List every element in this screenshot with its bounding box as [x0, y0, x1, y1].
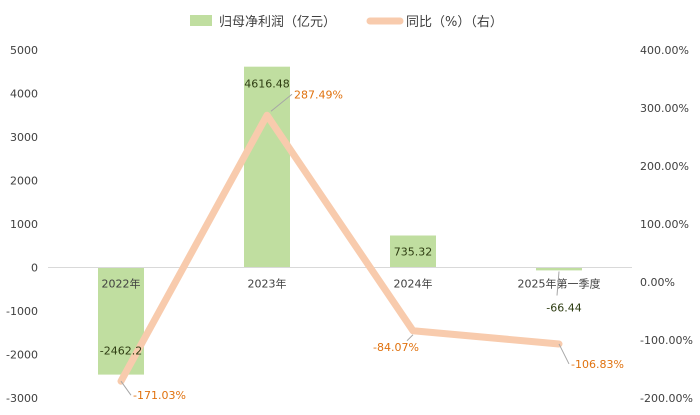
- category-label: 2025年第一季度: [518, 277, 601, 291]
- right-tick-label: 200.00%: [640, 160, 689, 173]
- left-axis: -3000 -2000 -1000 0 1000 2000 3000 4000 5000: [6, 44, 38, 405]
- line-leader-line: [406, 334, 414, 342]
- left-tick-label: -1000: [6, 305, 38, 318]
- bar-leader-line: [556, 271, 560, 296]
- category-label: 2023年: [248, 277, 287, 291]
- bar-series: [98, 66, 582, 375]
- line-data-label: -84.07%: [373, 341, 419, 354]
- left-tick-label: 5000: [10, 44, 38, 57]
- bar-data-label: -2462.2: [100, 345, 142, 358]
- left-tick-label: -3000: [6, 392, 38, 405]
- bar-data-labels: -2462.2 4616.48 735.32 -66.44: [100, 78, 582, 358]
- line-leader-line: [558, 343, 570, 365]
- line-leader-line: [120, 380, 132, 396]
- right-tick-label: 0.00%: [640, 276, 675, 289]
- right-tick-label: 300.00%: [640, 102, 689, 115]
- category-labels: 2022年 2023年 2024年 2025年第一季度: [102, 277, 601, 291]
- bar: [244, 66, 290, 268]
- left-tick-label: 2000: [10, 175, 38, 188]
- left-tick-label: 0: [31, 262, 38, 275]
- right-tick-label: -200.00%: [640, 392, 693, 405]
- bar: [390, 235, 436, 268]
- right-tick-label: 400.00%: [640, 44, 689, 57]
- series-line: [117, 111, 563, 385]
- legend-swatch-bar: [190, 15, 212, 26]
- legend: 归母净利润（亿元） 同比（%）（右）: [190, 15, 503, 30]
- left-tick-label: -2000: [6, 349, 38, 362]
- right-axis: -200.00% -100.00% 0.00% 100.00% 200.00% 300.0…: [640, 44, 693, 405]
- bar-data-label: -66.44: [546, 302, 581, 315]
- bar-data-label: 4616.48: [244, 78, 290, 91]
- bar-data-label: 735.32: [394, 246, 433, 259]
- line-data-label: -171.03%: [133, 389, 186, 402]
- legend-label-bar: 归母净利润（亿元）: [219, 15, 336, 30]
- line-data-label: 287.49%: [294, 88, 343, 101]
- category-label: 2022年: [102, 277, 141, 291]
- line-leader-line: [270, 93, 293, 112]
- line-series: [117, 111, 563, 385]
- legend-label-line: 同比（%）（右）: [406, 15, 503, 30]
- line-data-labels: -171.03% 287.49% -84.07% -106.83%: [120, 88, 624, 402]
- right-tick-label: -100.00%: [640, 334, 693, 347]
- line-data-label: -106.83%: [571, 358, 624, 371]
- left-tick-label: 1000: [10, 218, 38, 231]
- right-tick-label: 100.00%: [640, 218, 689, 231]
- left-tick-label: 3000: [10, 131, 38, 144]
- bar: [536, 267, 582, 271]
- category-label: 2024年: [394, 277, 433, 291]
- left-tick-label: 4000: [10, 88, 38, 101]
